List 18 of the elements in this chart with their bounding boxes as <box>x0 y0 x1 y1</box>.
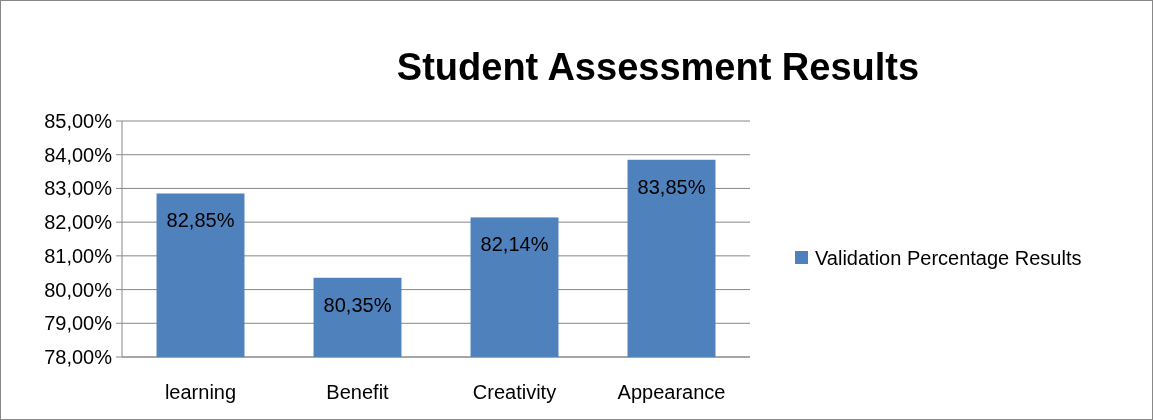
x-tick-label: Creativity <box>472 381 557 403</box>
y-tick-label: 80,00% <box>44 278 113 301</box>
y-tick-label: 79,00% <box>44 312 113 335</box>
y-tick-label: 85,00% <box>44 110 113 132</box>
y-tick-label: 81,00% <box>44 244 113 267</box>
data-label: 83,85% <box>637 175 706 198</box>
y-tick-label: 83,00% <box>44 177 113 200</box>
data-label: 82,14% <box>480 233 549 256</box>
legend-label: Validation Percentage Results <box>815 247 1082 269</box>
y-tick-label: 78,00% <box>44 346 113 368</box>
data-label: 80,35% <box>323 293 392 316</box>
x-tick-label: Appearance <box>617 381 726 403</box>
y-tick-label: 84,00% <box>44 143 113 166</box>
x-tick-label: learning <box>164 381 237 403</box>
y-tick-label: 82,00% <box>44 211 113 234</box>
x-tick-label: Benefit <box>326 381 390 403</box>
chart-title: Student Assessment Results <box>396 46 920 88</box>
data-label: 82,85% <box>166 209 235 232</box>
